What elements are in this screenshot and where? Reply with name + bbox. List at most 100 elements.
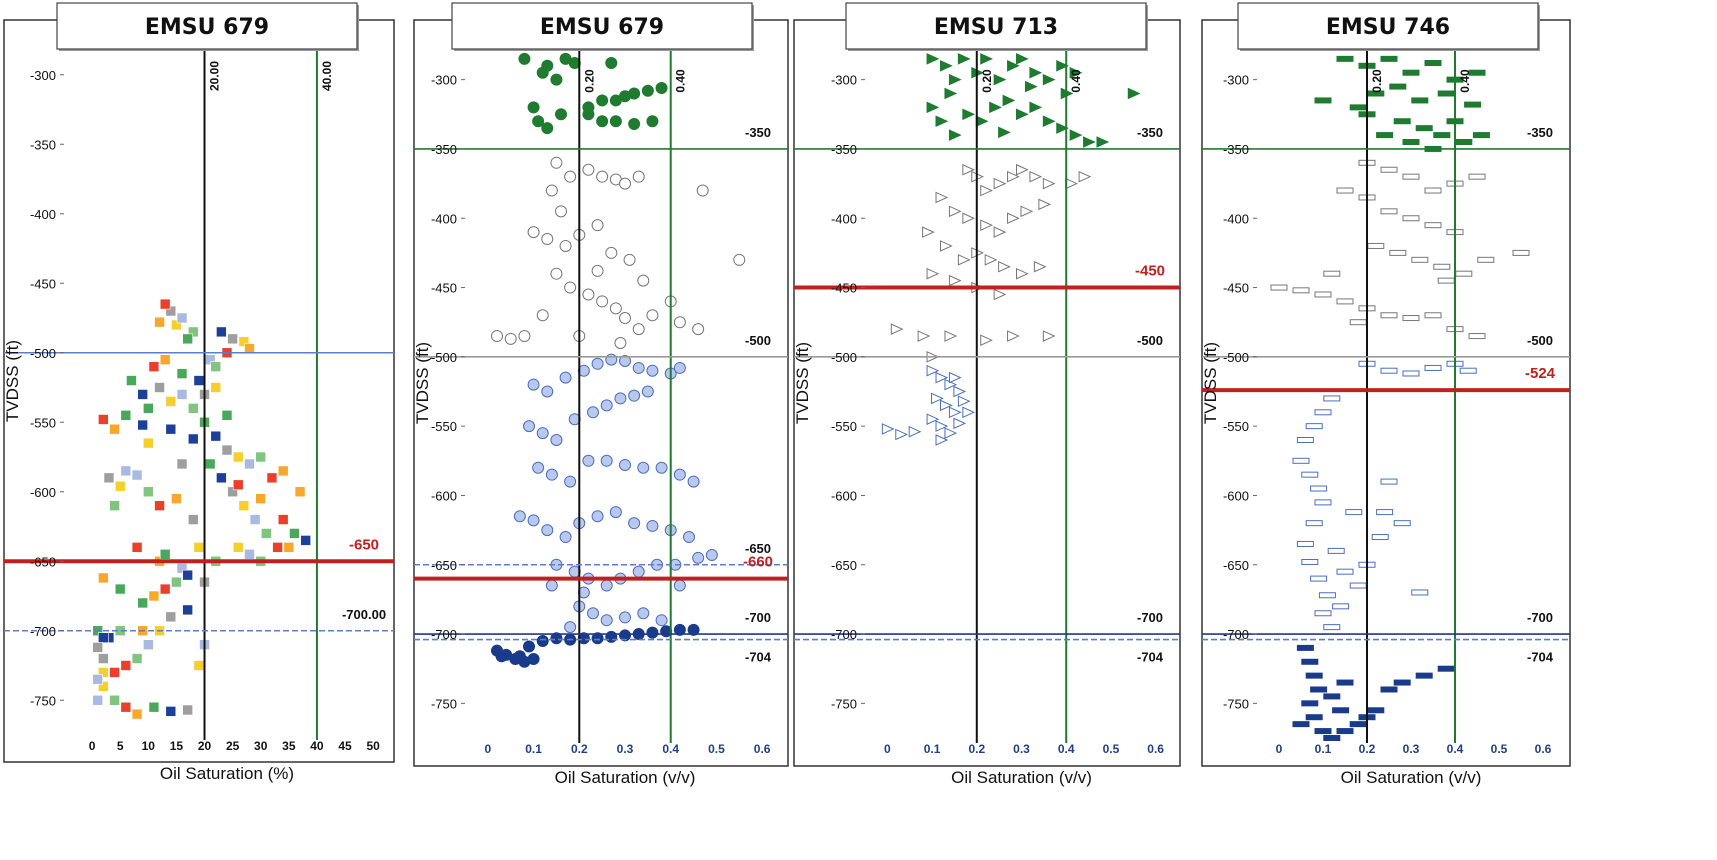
data-point [527, 652, 540, 665]
y-tick-label: -600 [30, 485, 56, 500]
data-point [120, 409, 132, 421]
data-point [935, 371, 949, 384]
data-point [103, 472, 115, 484]
data-point [277, 514, 289, 525]
data-point [277, 465, 289, 477]
data-point [1029, 66, 1043, 79]
data-point [143, 403, 154, 414]
data-point [1042, 330, 1056, 342]
hline-label: -704 [1527, 650, 1554, 665]
chart-panel-3: 0.20 0.40-350-450-500-700-704-300-350-400… [793, 2, 1181, 787]
data-point [596, 295, 609, 308]
series-4 [1292, 644, 1455, 741]
data-point [532, 461, 545, 474]
series-3 [1292, 360, 1477, 631]
data-point [582, 288, 595, 301]
data-point [683, 531, 695, 544]
data-point [187, 514, 199, 525]
data-point [1310, 575, 1328, 582]
data-point [1336, 679, 1354, 686]
data-point [1336, 298, 1354, 305]
data-point [154, 500, 165, 511]
data-point [518, 330, 531, 343]
data-point [939, 399, 953, 412]
y-tick-label: -700 [431, 627, 457, 642]
data-point [1437, 277, 1455, 284]
data-point [632, 361, 645, 374]
data-point [109, 423, 120, 435]
data-point [1424, 364, 1442, 371]
data-point [1029, 101, 1043, 114]
data-point [165, 611, 177, 623]
data-point [1016, 53, 1029, 65]
data-point [1270, 284, 1288, 291]
x-tick-label: 0.3 [1403, 742, 1420, 756]
data-point [1314, 499, 1332, 506]
data-point [143, 639, 154, 650]
data-point [550, 73, 563, 86]
chart-title: EMSU 679 [540, 15, 664, 40]
data-point [980, 334, 993, 346]
data-point [559, 531, 572, 544]
data-point [1323, 624, 1341, 631]
data-point [1433, 263, 1451, 270]
x-axis-label: Oil Saturation (v/v) [951, 768, 1092, 787]
data-point [655, 81, 668, 94]
data-point [148, 590, 160, 602]
data-point [641, 84, 654, 97]
data-point [1323, 395, 1341, 402]
y-tick-label: -300 [431, 73, 457, 88]
data-point [962, 406, 976, 419]
data-point [1424, 187, 1442, 194]
x-tick-label: 0.5 [1103, 742, 1120, 756]
y-tick-label: -600 [1223, 488, 1249, 503]
data-point [1323, 735, 1341, 741]
data-point [1314, 610, 1332, 617]
data-point [232, 451, 244, 463]
data-point [1323, 270, 1341, 277]
panel-frame [413, 19, 789, 767]
x-tick-label: 0 [884, 742, 891, 756]
data-point [1336, 187, 1354, 194]
data-point [300, 535, 311, 546]
hline-label: -500 [745, 333, 771, 348]
data-point [600, 454, 613, 467]
data-point [232, 479, 244, 491]
data-point [1472, 132, 1490, 139]
data-point [1371, 534, 1389, 541]
data-point [1424, 60, 1442, 67]
data-point [1314, 291, 1332, 298]
data-point [646, 115, 659, 128]
data-point [957, 254, 971, 266]
data-point [1056, 60, 1069, 72]
data-point [1127, 87, 1141, 100]
data-point [536, 309, 549, 322]
data-point [1336, 55, 1354, 62]
y-tick-label: -650 [1223, 558, 1249, 573]
series-1 [92, 298, 311, 720]
data-point [1305, 520, 1323, 527]
data-point [1464, 101, 1482, 108]
data-point [1367, 242, 1385, 249]
data-point [619, 312, 631, 325]
data-point [1402, 173, 1420, 180]
data-point [939, 60, 953, 72]
y-tick-label: -450 [1223, 281, 1249, 296]
data-point [926, 101, 940, 114]
data-point [998, 260, 1011, 273]
data-point [582, 108, 595, 121]
data-point [159, 354, 171, 366]
data-point [1455, 139, 1473, 146]
data-point [187, 326, 199, 338]
data-point [523, 640, 535, 653]
y-tick-label: -350 [30, 137, 56, 152]
panel-frame [793, 19, 1181, 767]
x-tick-label: 35 [282, 739, 296, 753]
data-point [646, 309, 659, 322]
y-axis-label: TVDSS (ft) [793, 342, 812, 424]
data-point [935, 115, 949, 128]
data-point [1038, 198, 1052, 211]
data-point [1402, 315, 1420, 322]
data-point [109, 500, 120, 511]
y-tick-label: -550 [1223, 419, 1249, 434]
